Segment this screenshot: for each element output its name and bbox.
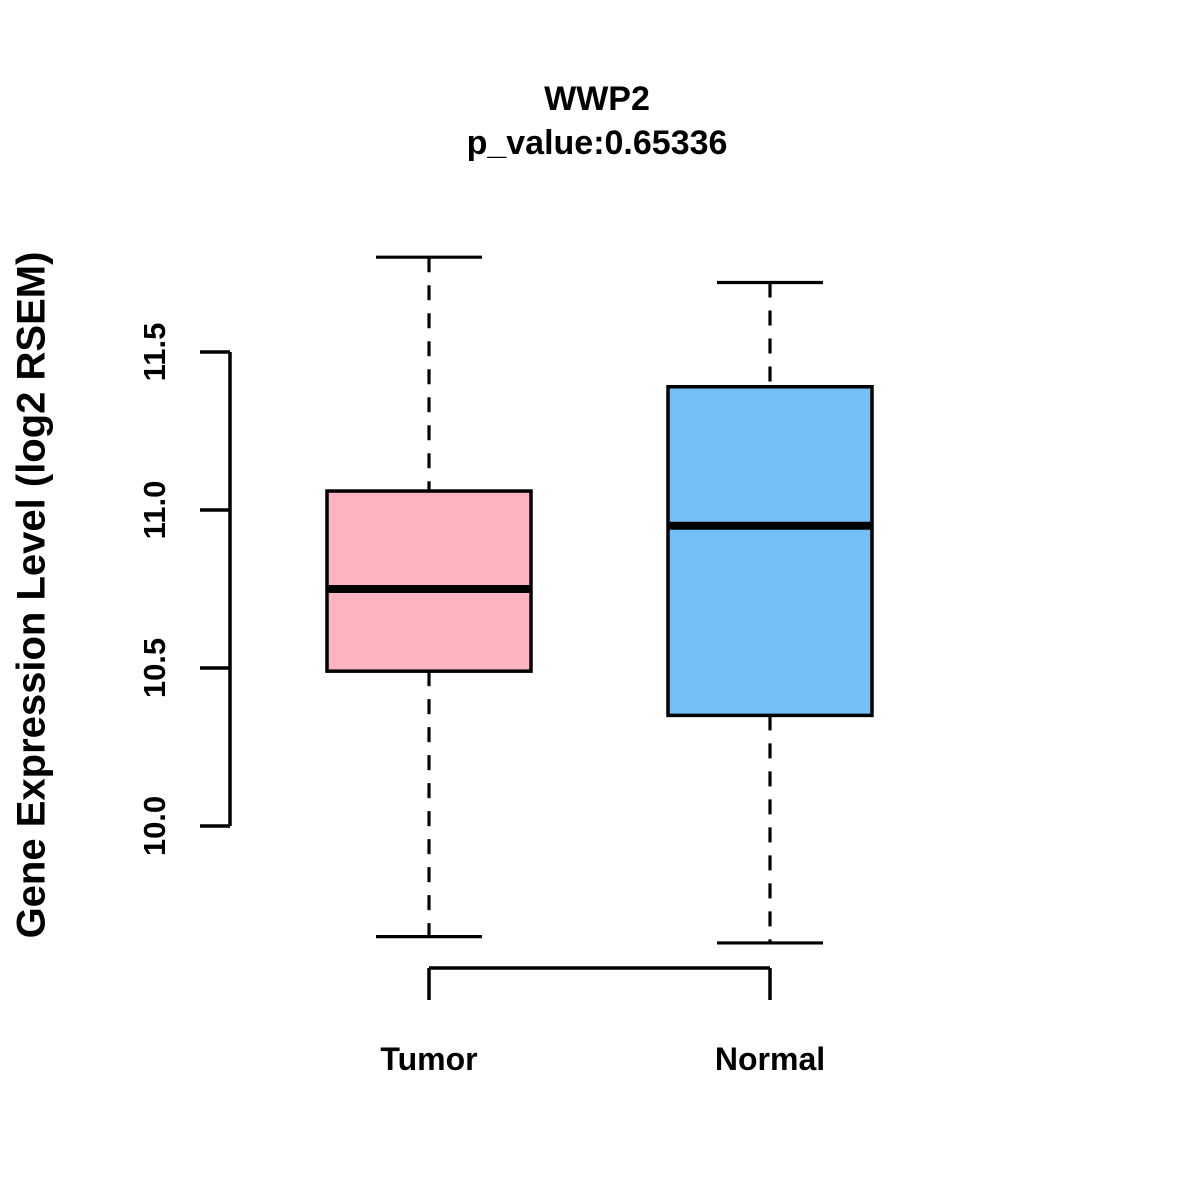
x-category-label-normal: Normal [715,1041,825,1077]
y-axis-tick-label: 10.0 [137,796,172,856]
tumor-box [325,489,533,673]
y-axis-tick-label: 10.5 [137,638,172,698]
y-axis-tick-label: 11.0 [137,481,172,540]
chart-title: WWP2 [544,80,650,118]
normal-box [666,385,874,718]
y-axis-tick-label: 11.5 [137,323,172,382]
chart-subtitle: p_value:0.65336 [466,124,728,162]
x-category-label-tumor: Tumor [380,1041,477,1077]
